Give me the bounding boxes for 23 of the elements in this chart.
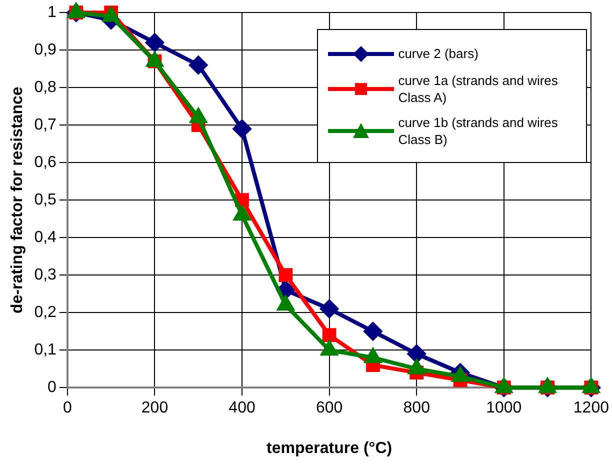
legend-label: curve 2 (bars) <box>398 45 480 62</box>
y-tick-label: 1 <box>48 4 57 22</box>
x-tick-label: 0 <box>62 400 72 417</box>
y-tick-label: 0 <box>48 379 57 396</box>
y-tick-label: 0,8 <box>34 79 57 96</box>
x-tick-label: 600 <box>316 400 343 417</box>
y-tick-label: 0,2 <box>34 304 57 322</box>
x-tick-label: 1000 <box>486 400 522 417</box>
x-tick-label: 800 <box>403 400 430 417</box>
x-tick-label: 1200 <box>573 400 610 417</box>
x-axis-title: temperature (°C) <box>266 440 392 457</box>
y-tick-label: 0,6 <box>34 154 57 172</box>
y-axis-title: de-rating factor for resistance <box>9 86 26 314</box>
x-tick-label: 200 <box>141 400 168 417</box>
x-tick-label: 400 <box>228 400 256 417</box>
y-tick-label: 0,4 <box>34 229 57 246</box>
legend-label: curve 1a (strands and wires Class A) <box>398 72 559 106</box>
legend-label: curve 1b (strands and wires Class B) <box>398 114 559 148</box>
y-tick-label: 0,1 <box>34 342 57 359</box>
y-tick-label: 0,9 <box>34 42 57 59</box>
y-tick-label: 0,5 <box>34 192 57 209</box>
y-tick-label: 0,3 <box>34 266 57 284</box>
y-tick-label: 0,7 <box>34 116 57 134</box>
